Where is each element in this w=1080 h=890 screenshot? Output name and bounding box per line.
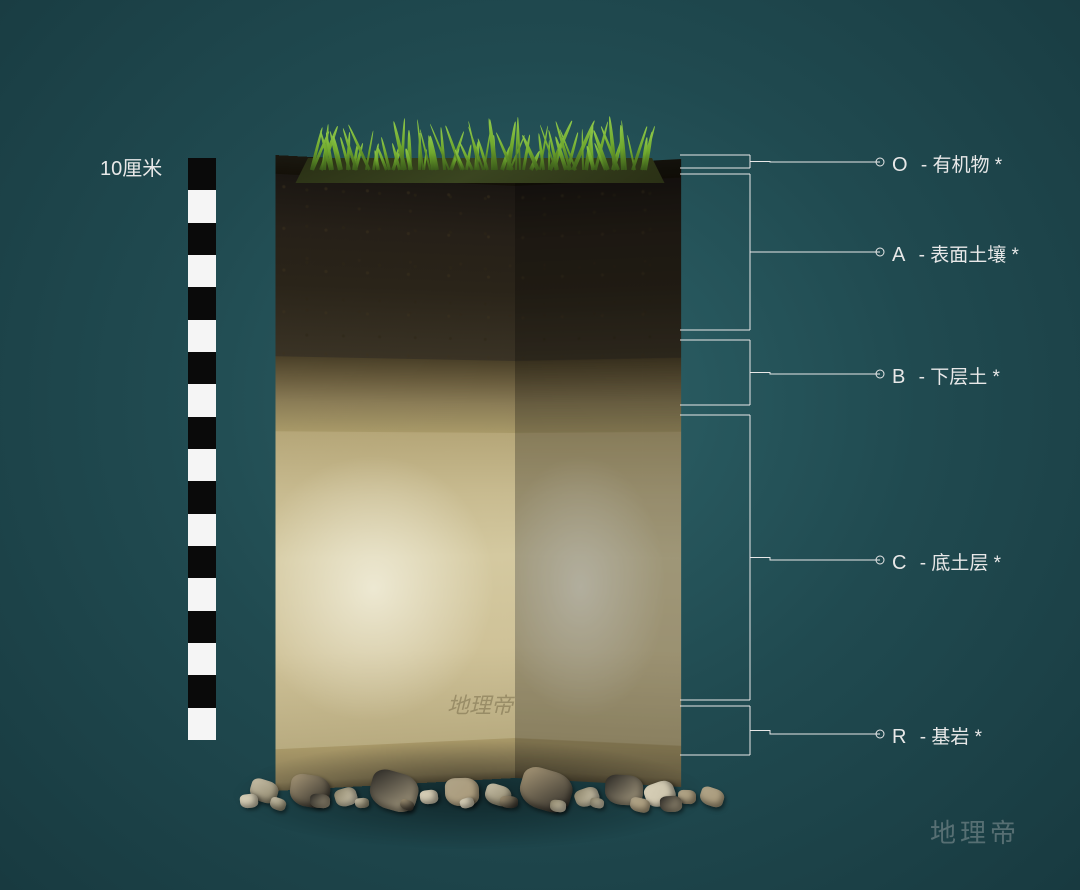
watermark-corner: 地理帝: [930, 813, 1020, 850]
rock: [355, 797, 370, 808]
grass-layer: [280, 90, 680, 170]
annotation-A: A - 表面土壤 *: [892, 240, 1019, 267]
annotation-C: C - 底土层 *: [892, 548, 1001, 575]
annotation-B: B - 下层土 *: [892, 362, 1000, 389]
annotations: O - 有机物 * A - 表面土壤 * B - 下层土 * C - 底土层 * R -…: [680, 150, 1060, 770]
scale-segment: [188, 384, 216, 416]
rocks-container: [240, 720, 720, 820]
annotation-O: O - 有机物 *: [892, 150, 1002, 177]
scale-segment: [188, 611, 216, 643]
scale-segment: [188, 223, 216, 255]
scale-segment: [188, 481, 216, 513]
rock: [589, 797, 604, 809]
rock: [419, 789, 439, 805]
horizon-B-side: [515, 358, 681, 433]
annotation-R: R - 基岩 *: [892, 722, 982, 749]
scale-bar: [188, 158, 216, 740]
scale-segment: [188, 417, 216, 449]
rock: [269, 796, 288, 812]
horizon-A: [275, 174, 515, 361]
scale-segment: [188, 643, 216, 675]
rock: [366, 766, 422, 815]
soil-side-face: [515, 159, 681, 787]
scale-segment: [188, 255, 216, 287]
rock: [500, 796, 518, 809]
rock: [549, 799, 566, 812]
scale-segment: [188, 158, 216, 190]
soil-column: 地理帝: [280, 90, 680, 790]
scale-segment: [188, 708, 216, 740]
scale-label: 10厘米: [100, 152, 162, 181]
watermark-on-soil: 地理帝: [447, 688, 513, 720]
scale-segment: [188, 190, 216, 222]
scale-segment: [188, 546, 216, 578]
scale-segment: [188, 514, 216, 546]
scale-segment: [188, 449, 216, 481]
scale-segment: [188, 352, 216, 384]
horizon-A-side: [515, 178, 681, 361]
scale-segment: [188, 287, 216, 319]
rock: [515, 763, 576, 816]
scale-segment: [188, 578, 216, 610]
horizon-B: [275, 356, 515, 433]
scale-segment: [188, 320, 216, 352]
scale-segment: [188, 675, 216, 707]
rock: [310, 793, 331, 808]
rock: [239, 793, 259, 809]
rock: [660, 795, 683, 812]
horizon-C-side: [515, 432, 681, 746]
